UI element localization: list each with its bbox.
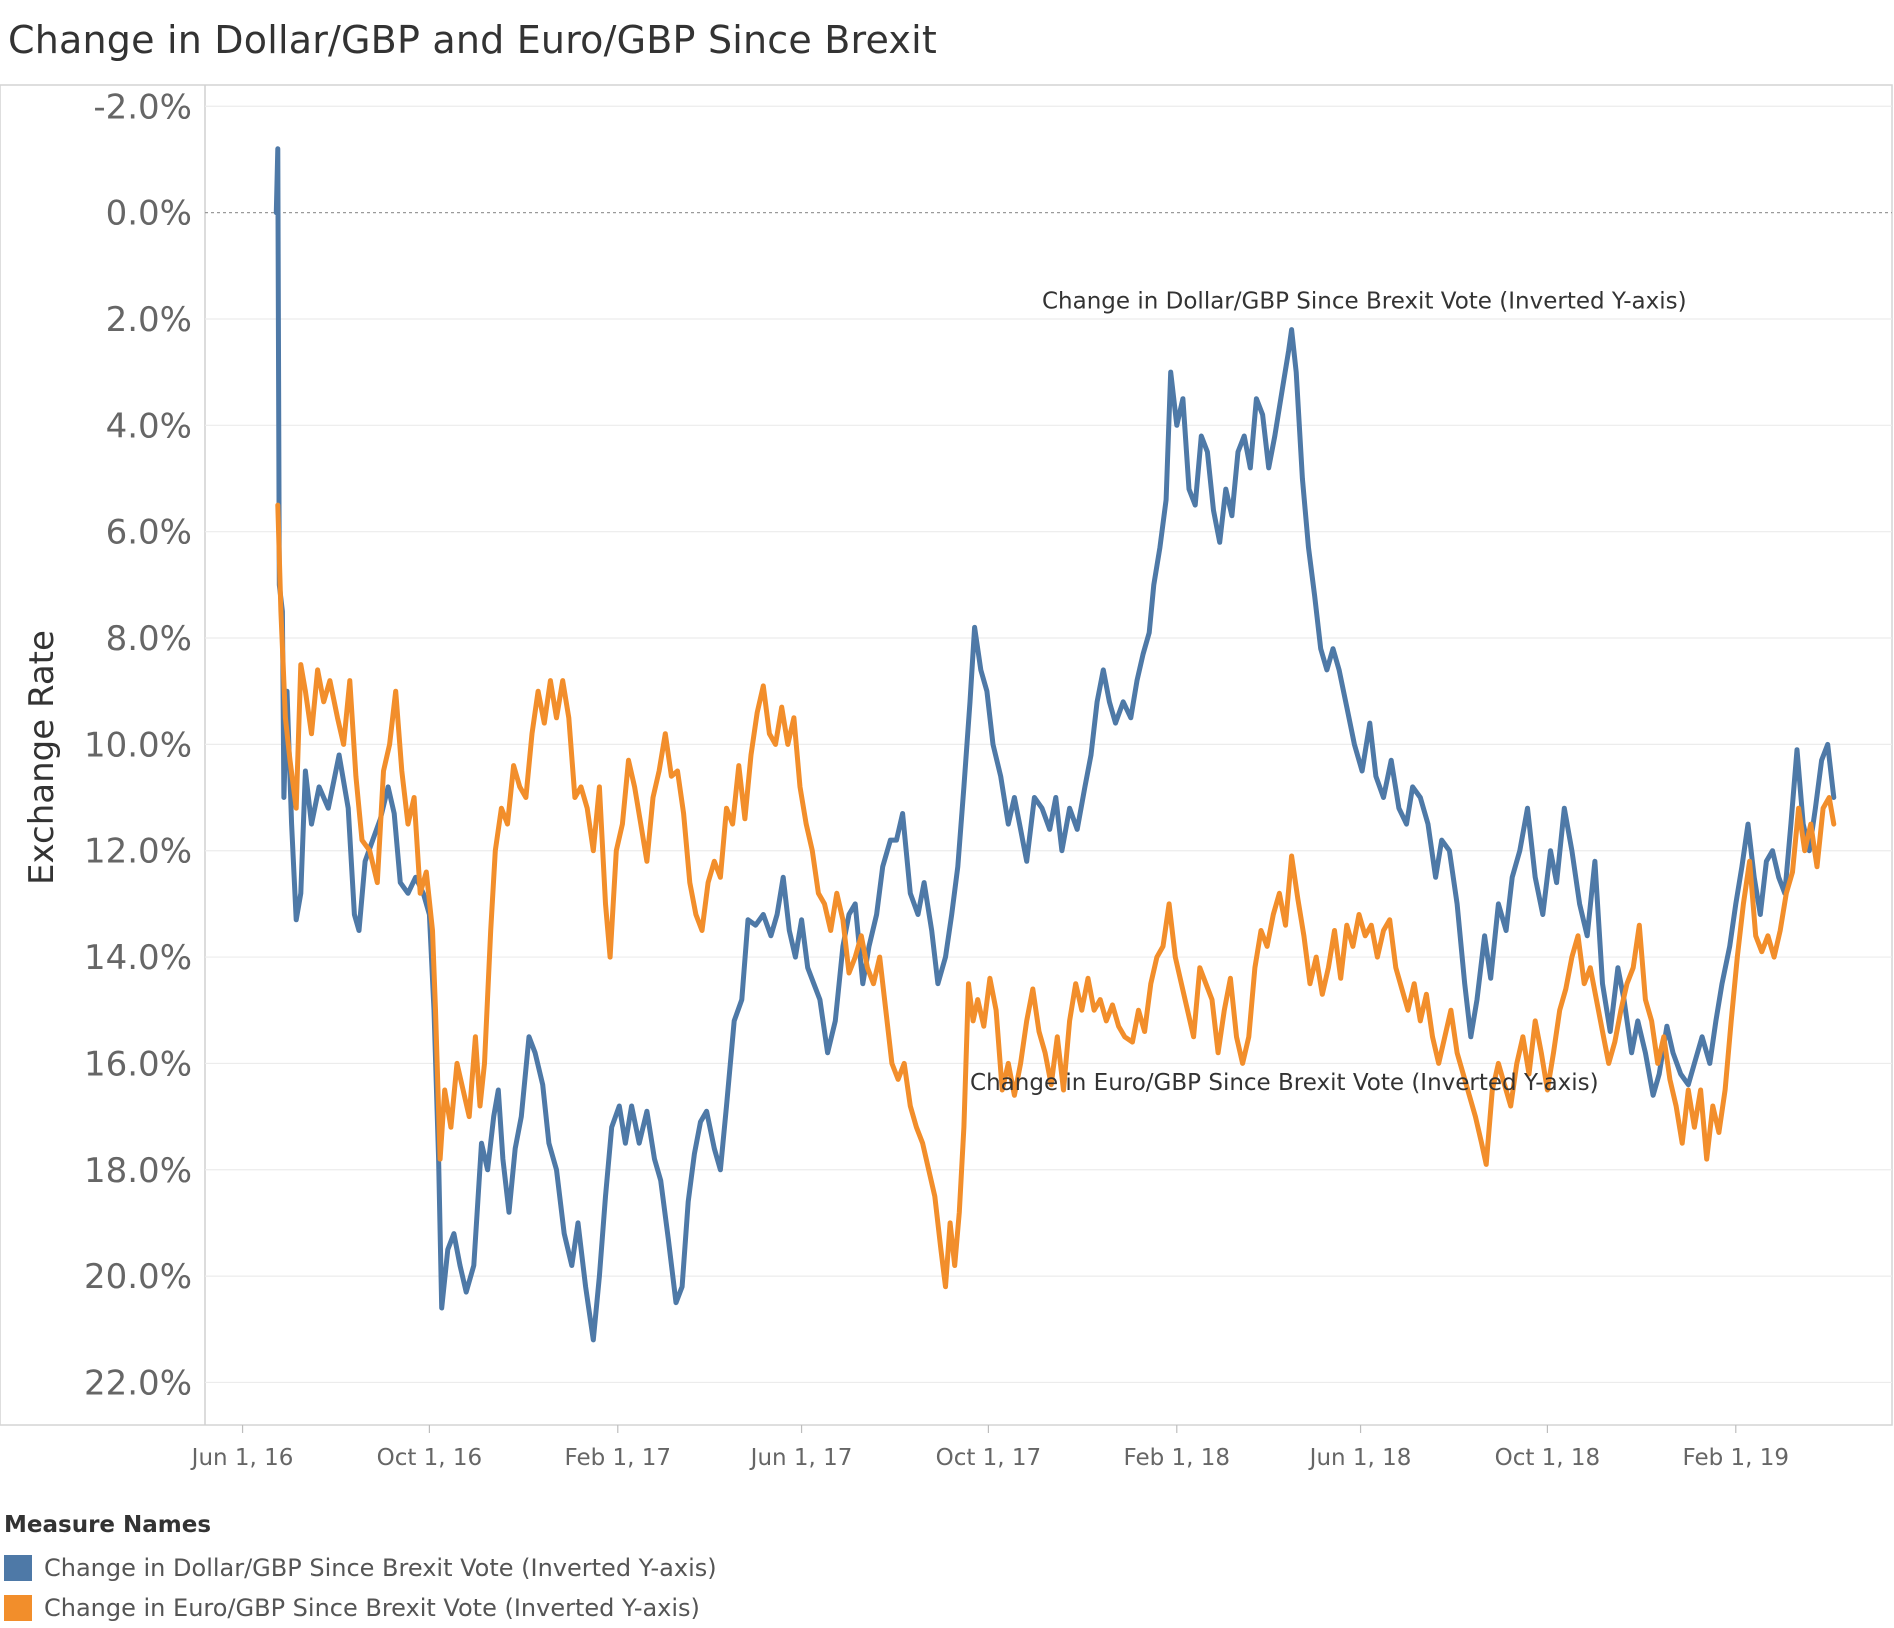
legend-swatch-euro — [4, 1595, 32, 1621]
chart-title: Change in Dollar/GBP and Euro/GBP Since … — [8, 18, 937, 62]
y-tick-label: 20.0% — [84, 1257, 192, 1297]
annotation-euro-gbp: Change in Euro/GBP Since Brexit Vote (In… — [970, 1070, 1599, 1096]
y-tick-label: 4.0% — [106, 406, 192, 446]
y-tick-label: 10.0% — [84, 725, 192, 765]
y-tick-label: 6.0% — [106, 513, 192, 553]
legend-label-dollar: Change in Dollar/GBP Since Brexit Vote (… — [44, 1554, 717, 1582]
legend-item-euro[interactable]: Change in Euro/GBP Since Brexit Vote (In… — [4, 1588, 717, 1628]
x-tick-label: Feb 1, 17 — [565, 1445, 672, 1471]
legend-swatch-dollar — [4, 1555, 32, 1581]
y-tick-label: 12.0% — [84, 832, 192, 872]
y-tick-label: 2.0% — [106, 300, 192, 340]
y-tick-label: 0.0% — [106, 194, 192, 234]
y-tick-label: 22.0% — [84, 1363, 192, 1403]
series-line-dollar-gbp — [273, 146, 1837, 1343]
y-tick-label: 14.0% — [84, 938, 192, 978]
legend-label-euro: Change in Euro/GBP Since Brexit Vote (In… — [44, 1594, 700, 1622]
legend-item-dollar[interactable]: Change in Dollar/GBP Since Brexit Vote (… — [4, 1548, 717, 1588]
legend-title: Measure Names — [4, 1512, 212, 1538]
legend: Measure Names Change in Dollar/GBP Since… — [4, 1512, 717, 1628]
x-tick-label: Oct 1, 18 — [1495, 1445, 1601, 1471]
plot-frame — [0, 84, 1893, 1426]
x-tick-label: Oct 1, 17 — [936, 1445, 1042, 1471]
x-tick-label: Feb 1, 19 — [1683, 1445, 1790, 1471]
x-tick-label: Oct 1, 16 — [377, 1445, 483, 1471]
y-tick-label: 16.0% — [84, 1044, 192, 1084]
series-line-euro-gbp — [275, 502, 1837, 1290]
y-tick-label: 8.0% — [106, 619, 192, 659]
line-chart: -2.0% 0.0% 2.0% 4.0% 6.0% 8.0% 10.0% 12.0% 14.0%… — [0, 84, 1893, 1471]
y-tick-label: 18.0% — [84, 1151, 192, 1191]
y-tick-label: -2.0% — [93, 87, 192, 127]
x-tick-label: Jun 1, 18 — [1308, 1445, 1412, 1471]
x-tick-label: Feb 1, 18 — [1124, 1445, 1231, 1471]
annotation-dollar-gbp: Change in Dollar/GBP Since Brexit Vote (… — [1042, 288, 1687, 314]
x-tick-label: Jun 1, 17 — [749, 1445, 853, 1471]
x-tick-label: Jun 1, 16 — [190, 1445, 294, 1471]
